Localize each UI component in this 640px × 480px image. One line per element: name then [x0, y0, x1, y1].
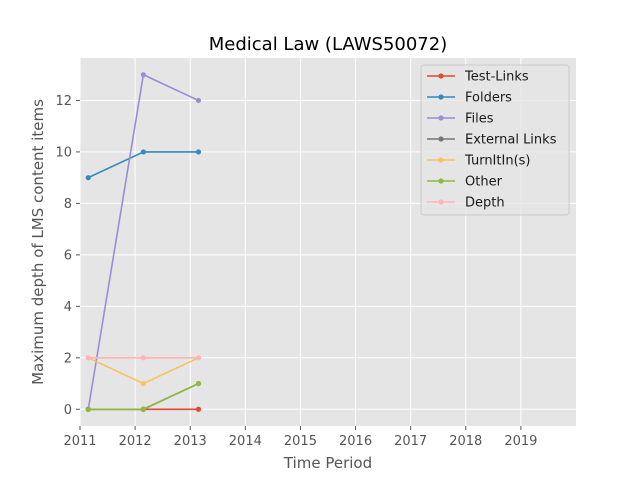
y-tick-label: 10 — [55, 145, 72, 160]
series-5 — [85, 380, 202, 412]
legend-item: Other — [427, 175, 503, 190]
data-point — [140, 406, 146, 412]
legend-swatch-marker — [438, 136, 444, 142]
data-point — [140, 149, 146, 155]
x-tick-label: 2011 — [63, 434, 96, 449]
legend-label: Files — [465, 112, 494, 127]
legend-box — [420, 64, 570, 216]
y-tick-label: 6 — [64, 248, 72, 263]
data-point — [195, 406, 202, 412]
legend: Test-Links Folders Files External Links Turn… — [420, 64, 570, 216]
y-axis-ticks: 0 2 4 6 8 10 12 — [55, 94, 80, 418]
series-1 — [85, 149, 202, 181]
series-group — [85, 72, 202, 412]
data-point — [85, 175, 91, 181]
y-tick-label: 2 — [64, 351, 72, 366]
x-tick-label: 2017 — [394, 434, 427, 449]
x-tick-label: 2014 — [229, 434, 262, 449]
x-tick-label: 2018 — [449, 434, 482, 449]
legend-label: Depth — [465, 196, 505, 211]
x-tick-label: 2019 — [504, 434, 537, 449]
y-tick-label: 4 — [64, 300, 72, 315]
legend-swatch-marker — [438, 73, 444, 79]
x-tick-label: 2013 — [174, 434, 207, 449]
x-axis-title: Time Period — [283, 454, 372, 472]
data-point — [195, 97, 202, 104]
y-axis-title: Maximum depth of LMS content items — [29, 99, 47, 385]
legend-label: Test-Links — [464, 70, 529, 85]
data-point — [85, 355, 91, 361]
legend-item: External Links — [427, 133, 557, 148]
legend-item: TurnItIn(s) — [427, 154, 530, 169]
x-tick-label: 2015 — [284, 434, 317, 449]
legend-swatch-marker — [438, 94, 444, 100]
y-tick-label: 12 — [55, 94, 72, 109]
legend-item: Folders — [427, 91, 512, 106]
legend-item: Files — [427, 112, 494, 127]
legend-swatch-marker — [438, 178, 444, 184]
y-tick-label: 8 — [64, 197, 72, 212]
data-point — [85, 406, 91, 412]
y-tick-label: 0 — [64, 403, 72, 418]
x-tick-label: 2016 — [339, 434, 372, 449]
data-point — [140, 72, 146, 78]
legend-item: Test-Links — [427, 70, 529, 85]
x-axis-ticks: 2011 2012 2013 2014 2015 2016 2017 2018 2019 — [63, 426, 537, 449]
data-point — [195, 380, 202, 387]
series-6 — [85, 355, 202, 361]
chart-title: Medical Law (LAWS50072) — [209, 34, 447, 55]
legend-label: External Links — [465, 133, 557, 148]
legend-swatch-marker — [438, 115, 444, 121]
data-point — [140, 380, 146, 387]
legend-item: Depth — [427, 196, 505, 211]
legend-swatch-marker — [438, 157, 444, 163]
data-point — [140, 355, 146, 361]
legend-label: TurnItIn(s) — [464, 154, 530, 169]
legend-swatch-marker — [438, 199, 444, 205]
legend-label: Other — [465, 175, 503, 190]
legend-label: Folders — [465, 91, 512, 106]
data-point — [195, 355, 202, 361]
data-point — [195, 149, 202, 155]
x-tick-label: 2012 — [119, 434, 152, 449]
